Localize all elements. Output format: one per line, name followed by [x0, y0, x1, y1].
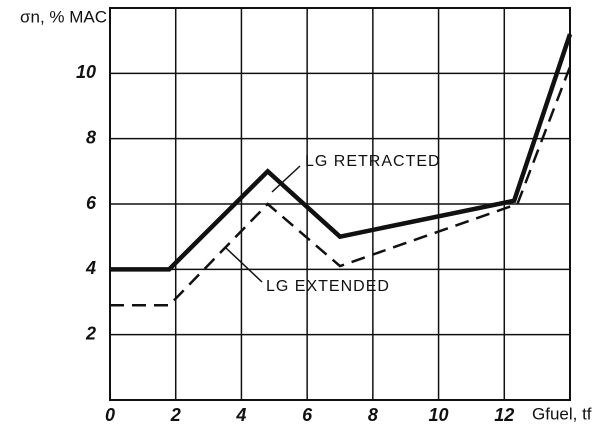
x-tick-label: 8 [368, 405, 378, 425]
x-tick-label: 12 [494, 405, 514, 425]
y-axis-label: σn, % MAC [20, 7, 107, 26]
leader-line [271, 165, 301, 193]
x-tick-label: 6 [302, 405, 313, 425]
y-tick-label: 4 [85, 258, 96, 278]
y-tick-label: 10 [76, 62, 96, 82]
leader-line [225, 247, 263, 283]
x-tick-label: 2 [170, 405, 181, 425]
series-line [110, 33, 573, 272]
y-tick-label: 8 [86, 127, 96, 147]
annotation: LG EXTENDED [266, 278, 390, 295]
x-tick-label: 0 [105, 405, 115, 425]
y-tick-label: 6 [86, 193, 97, 213]
y-tick-label: 2 [85, 323, 96, 343]
x-tick-label: 4 [235, 405, 246, 425]
series-line [110, 66, 572, 307]
x-tick-label: 10 [429, 405, 449, 425]
x-axis-label: Gfuel, tf [532, 404, 592, 423]
